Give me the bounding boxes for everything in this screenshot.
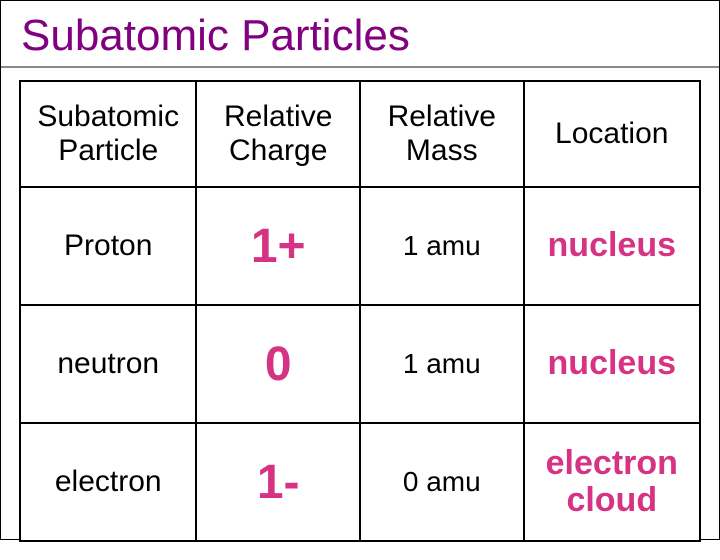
- cell-particle: neutron: [20, 305, 196, 423]
- cell-mass: 1 amu: [360, 187, 524, 305]
- col-header-location: Location: [524, 81, 700, 187]
- col-header-charge: RelativeCharge: [196, 81, 360, 187]
- cell-mass: 1 amu: [360, 305, 524, 423]
- cell-location: electroncloud: [524, 423, 700, 541]
- cell-charge: 1-: [196, 423, 360, 541]
- col-header-mass: RelativeMass: [360, 81, 524, 187]
- cell-charge: 0: [196, 305, 360, 423]
- table-header-row: SubatomicParticle RelativeCharge Relativ…: [20, 81, 700, 187]
- cell-charge: 1+: [196, 187, 360, 305]
- cell-particle: electron: [20, 423, 196, 541]
- page-title: Subatomic Particles: [1, 1, 719, 68]
- cell-location: nucleus: [524, 187, 700, 305]
- particles-table: SubatomicParticle RelativeCharge Relativ…: [19, 80, 701, 542]
- cell-mass: 0 amu: [360, 423, 524, 541]
- table-row: electron 1- 0 amu electroncloud: [20, 423, 700, 541]
- table-container: SubatomicParticle RelativeCharge Relativ…: [1, 68, 719, 560]
- table-row: neutron 0 1 amu nucleus: [20, 305, 700, 423]
- cell-location: nucleus: [524, 305, 700, 423]
- col-header-particle: SubatomicParticle: [20, 81, 196, 187]
- cell-particle: Proton: [20, 187, 196, 305]
- table-row: Proton 1+ 1 amu nucleus: [20, 187, 700, 305]
